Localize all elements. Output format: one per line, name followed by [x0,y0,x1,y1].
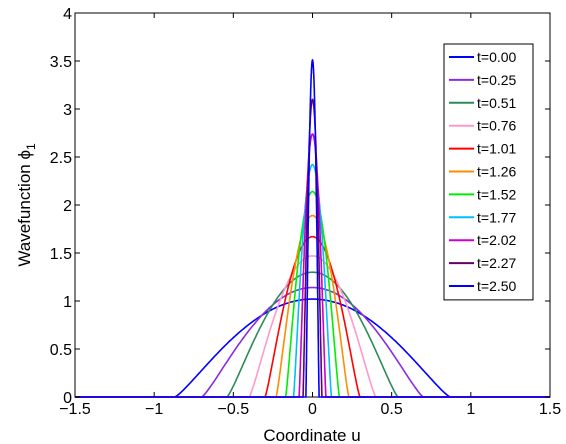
legend: t=0.00 t=0.25 t=0.51 t=0.76 t=1.01 t=1.26 t=1.… [443,43,534,301]
series-line-6 [75,190,550,398]
legend-label: t=2.02 [477,232,517,248]
legend-label: t=0.76 [477,118,517,134]
y-tick-label: 3.5 [50,54,72,71]
y-tick-label: 4 [63,6,72,23]
series-line-3 [75,255,550,398]
ticks [74,12,551,398]
x-tick-labels: −1.5 −1 −0.5 0 0.5 1 1.5 [59,401,561,418]
series-line-10 [75,58,550,398]
series-line-2 [75,271,550,398]
legend-label: t=0.25 [477,72,517,88]
x-axis-label: Coordinate u [263,426,360,444]
y-tick-label: 0.5 [50,342,72,359]
y-tick-label: 2.5 [50,150,72,167]
series-line-9 [75,98,550,398]
x-tick-label: 0 [308,401,317,418]
x-tick-label: −1.5 [59,401,91,418]
y-axis-label-subscript: 1 [24,143,38,150]
x-tick-label: 1 [466,401,475,418]
legend-label: t=2.27 [477,255,517,271]
legend-label: t=1.52 [477,186,517,202]
x-tick-label: −1 [145,401,163,418]
legend-label: t=1.01 [477,141,517,157]
y-tick-label: 1 [63,294,72,311]
series-line-5 [75,214,550,398]
series-line-0 [75,298,550,398]
curves [75,58,550,398]
legend-label: t=0.00 [477,49,517,65]
series-line-1 [75,286,550,398]
x-tick-label: −0.5 [218,401,250,418]
legend-label: t=1.77 [477,209,517,225]
y-tick-label: 3 [63,102,72,119]
y-tick-labels: 0 0.5 1 1.5 2 2.5 3 3.5 4 [50,6,72,407]
legend-label: t=2.50 [477,278,517,294]
series-line-7 [75,163,550,398]
legend-label: t=1.26 [477,164,517,180]
y-tick-label: 0 [63,390,72,407]
y-axis-label: Wavefunction ϕ1 [15,143,38,267]
y-tick-label: 2 [63,198,72,215]
x-tick-label: 1.5 [539,401,561,418]
series-line-4 [75,235,550,398]
legend-label: t=0.51 [477,95,517,111]
y-tick-label: 1.5 [50,246,72,263]
series-line-8 [75,133,550,398]
x-tick-label: 0.5 [381,401,403,418]
